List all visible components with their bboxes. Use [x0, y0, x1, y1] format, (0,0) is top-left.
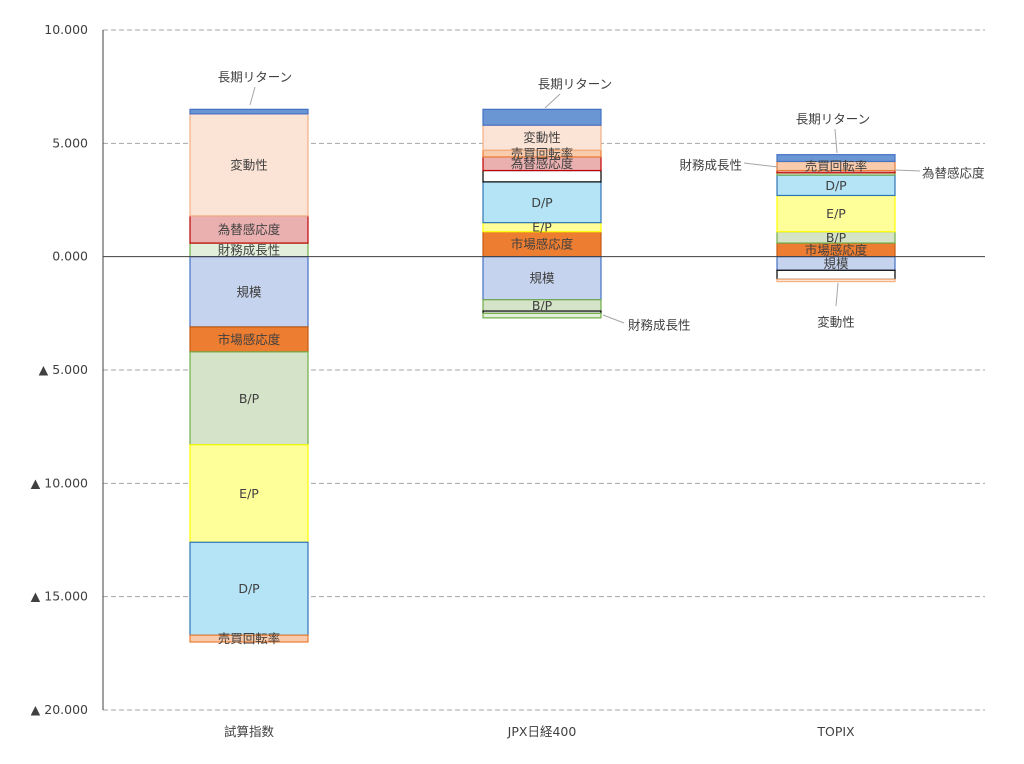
- callout-label: 変動性: [817, 315, 855, 330]
- y-tick-label: ▲ 15.000: [31, 589, 88, 604]
- callout-label: 長期リターン: [538, 77, 612, 92]
- data-label: 市場感応度: [805, 242, 868, 257]
- data-label: 財務成長性: [218, 242, 281, 257]
- y-tick-label: 0.000: [52, 249, 88, 264]
- data-label: 売買回転率: [805, 159, 868, 174]
- data-label: 売買回転率: [511, 146, 574, 161]
- bar-segment-series: [189, 256, 309, 328]
- y-tick-label: 10.000: [44, 22, 88, 37]
- y-tick-label: 5.000: [52, 135, 88, 150]
- data-label: B/P: [826, 230, 847, 245]
- callout-leader-line: [249, 86, 256, 106]
- bar-segment-series: [482, 312, 602, 319]
- axes: 10.000 5.000 0.000 ▲ 5.000 ▲ 10.000 ▲ 15.000 ▲…: [31, 22, 855, 739]
- callout-leader-line: [743, 162, 779, 168]
- data-label: 変動性: [523, 130, 561, 145]
- data-label: D/P: [531, 195, 553, 210]
- bar-segment-b-p: [189, 351, 309, 446]
- data-label: 為替感応度: [511, 156, 574, 171]
- data-labels: 財務成長性為替感応度変動性長期リターン規模市場感応度B/PE/PD/P売買回転率…: [218, 70, 985, 647]
- data-label: 規模: [236, 284, 262, 299]
- bars: [189, 108, 896, 643]
- data-label: B/P: [532, 298, 553, 313]
- data-label: 為替感応度: [218, 222, 281, 237]
- bar-segment-d-p: [189, 541, 309, 636]
- callout-leader-line: [834, 128, 838, 154]
- data-label: E/P: [532, 220, 552, 235]
- data-label: 市場感応度: [218, 332, 281, 347]
- data-label: E/P: [826, 206, 846, 221]
- bar-segment-series: [482, 124, 602, 151]
- callout-label: 長期リターン: [218, 70, 292, 85]
- callout-label: 財務成長性: [628, 318, 691, 333]
- bar-segment-series: [482, 256, 602, 301]
- bar-segment-d-p: [482, 181, 602, 224]
- callout-leader-line: [835, 282, 839, 307]
- bar-segment-series: [482, 231, 602, 258]
- data-label: E/P: [239, 486, 259, 501]
- callout-leader-line: [894, 169, 921, 172]
- callout-leader-line: [602, 314, 625, 324]
- data-label: D/P: [825, 178, 847, 193]
- data-label: 規模: [529, 271, 555, 286]
- data-label: B/P: [239, 391, 260, 406]
- y-tick-label: ▲ 20.000: [31, 702, 88, 717]
- bar-segment-series: [482, 108, 602, 126]
- data-label: 変動性: [230, 157, 268, 172]
- bar-segment-series: [776, 154, 896, 163]
- callout-label: 為替感応度: [922, 166, 985, 181]
- bar-segment-series: [189, 215, 309, 244]
- bar-segment-series: [189, 634, 309, 643]
- bar-segment-series: [189, 108, 309, 115]
- data-label: 規模: [823, 256, 849, 271]
- data-label: 市場感応度: [511, 237, 574, 252]
- data-label: 売買回転率: [218, 631, 281, 646]
- callout-label: 財務成長性: [679, 158, 742, 173]
- callout-leader-line: [544, 93, 561, 109]
- y-tick-label: ▲ 5.000: [39, 362, 88, 377]
- bar-segment-e-p: [189, 444, 309, 543]
- x-category-label: JPX日経400: [507, 724, 577, 739]
- bar-segment-other: [482, 169, 602, 183]
- bar-segment-series: [776, 278, 896, 283]
- data-label: D/P: [238, 581, 260, 596]
- bar-segment-series: [189, 113, 309, 217]
- x-category-label: TOPIX: [816, 724, 855, 739]
- y-tick-label: ▲ 10.000: [31, 475, 88, 490]
- bar-segment-other: [776, 269, 896, 280]
- x-category-label: 試算指数: [224, 724, 275, 739]
- callout-label: 長期リターン: [796, 112, 870, 127]
